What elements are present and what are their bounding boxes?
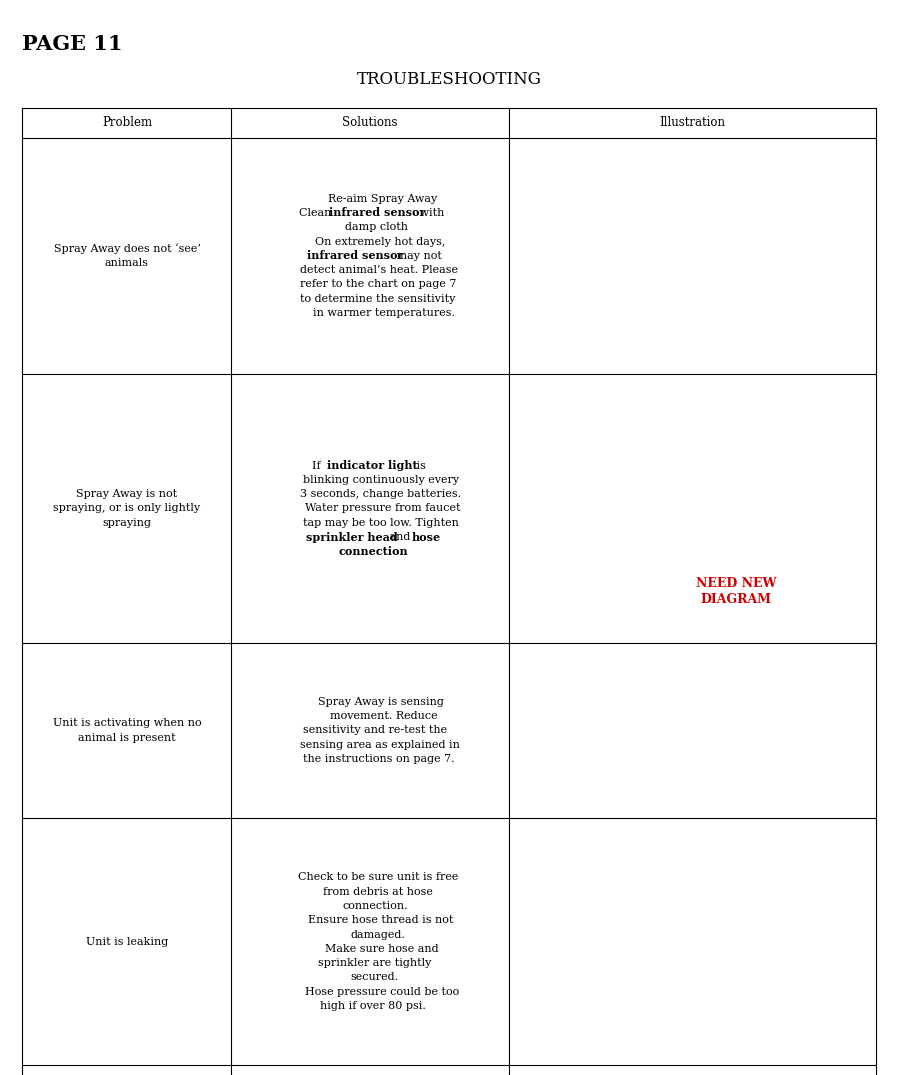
Text: Hose pressure could be too: Hose pressure could be too <box>305 987 460 997</box>
Text: connection.: connection. <box>343 901 409 911</box>
Text: If: If <box>312 460 324 471</box>
Text: PAGE 11: PAGE 11 <box>22 34 123 55</box>
Text: On extremely hot days,: On extremely hot days, <box>315 236 445 246</box>
Text: Re-aim Spray Away: Re-aim Spray Away <box>328 194 436 203</box>
Text: connection: connection <box>339 546 409 557</box>
Text: may not: may not <box>393 250 443 261</box>
Text: sprinkler head: sprinkler head <box>305 531 397 543</box>
Text: Water pressure from faucet: Water pressure from faucet <box>305 503 461 514</box>
Text: Check to be sure unit is free: Check to be sure unit is free <box>297 872 458 883</box>
Text: the instructions on page 7.: the instructions on page 7. <box>303 754 454 764</box>
Text: DIAGRAM: DIAGRAM <box>700 593 771 606</box>
Text: NEED NEW: NEED NEW <box>696 577 777 590</box>
Text: Clean: Clean <box>299 207 335 218</box>
Text: Ensure hose thread is not: Ensure hose thread is not <box>308 915 453 926</box>
Text: damaged.: damaged. <box>350 930 405 940</box>
Text: blinking continuously every: blinking continuously every <box>303 475 459 485</box>
Text: 3 seconds, change batteries.: 3 seconds, change batteries. <box>300 489 462 499</box>
Text: spraying: spraying <box>102 518 152 528</box>
Text: TROUBLESHOOTING: TROUBLESHOOTING <box>357 71 541 88</box>
Text: Spray Away does not ‘see’: Spray Away does not ‘see’ <box>54 243 200 254</box>
Text: damp cloth: damp cloth <box>345 223 408 232</box>
Text: Solutions: Solutions <box>342 116 398 129</box>
Text: infrared sensor: infrared sensor <box>330 207 426 218</box>
Text: infrared sensor: infrared sensor <box>307 250 403 261</box>
Text: tap may be too low. Tighten: tap may be too low. Tighten <box>303 518 459 528</box>
Text: from debris at hose: from debris at hose <box>322 887 433 897</box>
Text: animals: animals <box>105 258 149 268</box>
Text: refer to the chart on page 7: refer to the chart on page 7 <box>300 280 456 289</box>
Text: animal is present: animal is present <box>78 732 176 743</box>
Text: in warmer temperatures.: in warmer temperatures. <box>313 309 454 318</box>
Text: sensitivity and re-test the: sensitivity and re-test the <box>303 726 446 735</box>
Text: Illustration: Illustration <box>659 116 725 129</box>
Text: Unit is leaking: Unit is leaking <box>86 936 168 947</box>
Text: to determine the sensitivity: to determine the sensitivity <box>300 293 455 304</box>
Text: indicator light: indicator light <box>327 460 418 471</box>
Text: .: . <box>397 546 400 557</box>
Text: movement. Reduce: movement. Reduce <box>330 712 437 721</box>
Text: hose: hose <box>411 531 441 543</box>
Text: is: is <box>413 460 427 471</box>
Text: high if over 80 psi.: high if over 80 psi. <box>320 1001 426 1012</box>
Text: Make sure hose and: Make sure hose and <box>325 944 439 954</box>
Text: spraying, or is only lightly: spraying, or is only lightly <box>53 503 200 514</box>
Text: Unit is activating when no: Unit is activating when no <box>53 718 201 729</box>
Text: and: and <box>386 532 414 542</box>
Text: sprinkler are tightly: sprinkler are tightly <box>318 958 431 969</box>
Text: with: with <box>416 207 445 218</box>
Text: Problem: Problem <box>101 116 152 129</box>
Text: sensing area as explained in: sensing area as explained in <box>300 740 460 749</box>
Text: Spray Away is not: Spray Away is not <box>76 489 178 499</box>
Text: secured.: secured. <box>350 973 398 983</box>
Text: detect animal’s heat. Please: detect animal’s heat. Please <box>300 266 458 275</box>
Text: Spray Away is sensing: Spray Away is sensing <box>318 697 444 707</box>
